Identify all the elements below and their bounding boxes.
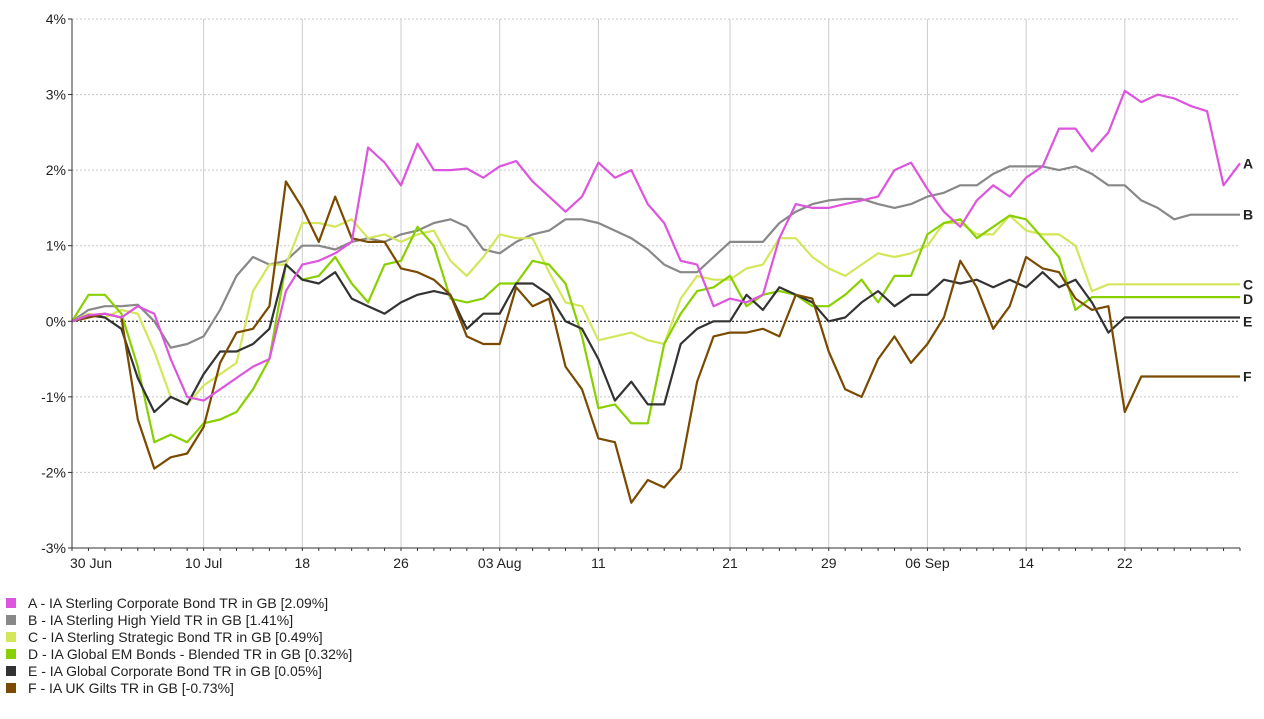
legend-label: C - IA Sterling Strategic Bond TR in GB … — [28, 628, 323, 645]
x-axis-tick-labels: 30 Jun 10 Jul 18 26 03 Aug 11 21 29 06 Sep 14 22 — [70, 555, 1133, 571]
x-tick-label: 11 — [591, 555, 606, 571]
x-tick-label: 22 — [1117, 555, 1133, 571]
series-line-d — [71, 214, 1240, 444]
series-line-e — [71, 263, 1240, 414]
series-line-f — [71, 180, 1240, 504]
x-tick-label: 21 — [722, 555, 738, 571]
x-tick-label: 14 — [1018, 555, 1034, 571]
end-label-f: F — [1243, 368, 1252, 384]
x-tick-label: 10 Jul — [185, 555, 222, 571]
legend-label: E - IA Global Corporate Bond TR in GB [0… — [28, 662, 322, 679]
grid-layer — [72, 18, 1240, 549]
legend-item-c: C - IA Sterling Strategic Bond TR in GB … — [6, 628, 352, 645]
legend-label: F - IA UK Gilts TR in GB [-0.73%] — [28, 679, 234, 696]
legend-swatch — [6, 631, 16, 642]
end-label-a: A — [1243, 155, 1253, 171]
series-line-c — [71, 214, 1240, 406]
y-tick-label: -1% — [41, 389, 66, 405]
end-label-d: D — [1243, 291, 1253, 307]
end-label-c: C — [1243, 276, 1253, 292]
y-axis-tick-labels: -3% -2% -1% 0% 1% 2% 3% 4% — [41, 11, 66, 556]
y-tick-label: 1% — [46, 238, 66, 254]
legend-item-a: A - IA Sterling Corporate Bond TR in GB … — [6, 594, 352, 611]
series-line-a — [71, 89, 1241, 402]
legend-swatch — [6, 597, 16, 608]
legend-item-d: D - IA Global EM Bonds - Blended TR in G… — [6, 645, 352, 662]
end-label-e: E — [1243, 314, 1252, 330]
y-tick-label: 2% — [46, 162, 66, 178]
axis-layer — [68, 18, 1241, 551]
x-tick-label: 26 — [393, 555, 409, 571]
end-label-b: B — [1243, 207, 1253, 223]
y-tick-label: 4% — [46, 11, 66, 27]
legend-item-f: F - IA UK Gilts TR in GB [-0.73%] — [6, 679, 352, 696]
series-layer — [71, 89, 1241, 504]
legend-swatch — [6, 614, 16, 625]
series-line-b — [71, 165, 1240, 349]
x-tick-label: 29 — [821, 555, 837, 571]
y-tick-label: -2% — [41, 464, 66, 480]
legend-item-b: B - IA Sterling High Yield TR in GB [1.4… — [6, 611, 352, 628]
x-tick-label: 18 — [295, 555, 311, 571]
y-tick-label: 3% — [46, 87, 66, 103]
x-tick-label: 03 Aug — [478, 555, 522, 571]
chart-legend: A - IA Sterling Corporate Bond TR in GB … — [6, 594, 352, 696]
legend-swatch — [6, 682, 16, 693]
legend-item-e: E - IA Global Corporate Bond TR in GB [0… — [6, 662, 352, 679]
legend-label: A - IA Sterling Corporate Bond TR in GB … — [28, 594, 329, 611]
legend-swatch — [6, 648, 16, 659]
legend-label: D - IA Global EM Bonds - Blended TR in G… — [28, 645, 353, 662]
x-tick-label: 30 Jun — [70, 555, 112, 571]
series-end-labels: A B CDE F — [1243, 155, 1253, 384]
legend-label: B - IA Sterling High Yield TR in GB [1.4… — [28, 611, 294, 628]
y-tick-label: 0% — [46, 313, 66, 329]
legend-swatch — [6, 665, 16, 676]
x-tick-label: 06 Sep — [905, 555, 950, 571]
y-tick-label: -3% — [41, 540, 66, 556]
